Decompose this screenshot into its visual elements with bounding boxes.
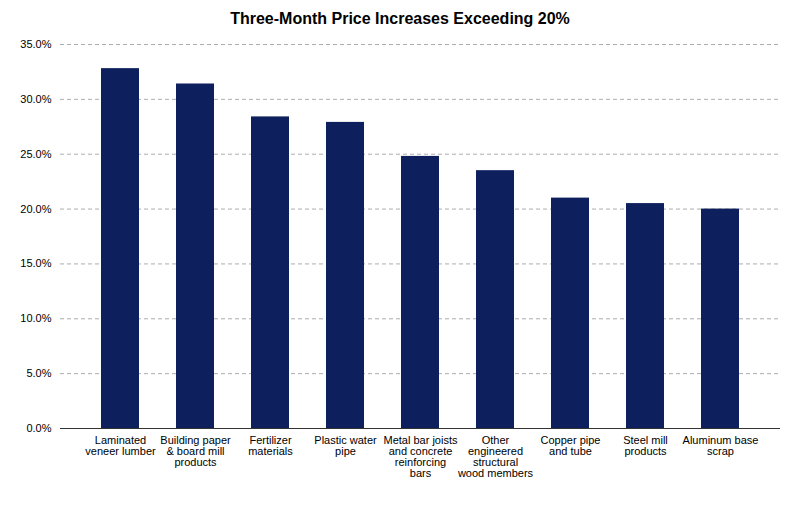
svg-text:30.0%: 30.0% (20, 93, 51, 105)
svg-text:Laminatedveneer lumber: Laminatedveneer lumber (85, 434, 156, 457)
svg-text:Plastic waterpipe: Plastic waterpipe (314, 434, 377, 457)
svg-text:0.0%: 0.0% (26, 422, 51, 434)
svg-text:Building paper& board millprod: Building paper& board millproducts (160, 434, 231, 468)
svg-text:25.0%: 25.0% (20, 148, 51, 160)
svg-text:20.0%: 20.0% (20, 203, 51, 215)
svg-text:Otherengineeredstructuralwood: Otherengineeredstructuralwood members (457, 434, 534, 479)
svg-text:10.0%: 10.0% (20, 312, 51, 324)
svg-text:15.0%: 15.0% (20, 257, 51, 269)
svg-text:35.0%: 35.0% (20, 38, 51, 50)
svg-text:Aluminum basescrap: Aluminum basescrap (683, 434, 759, 457)
svg-text:Copper pipeand tube: Copper pipeand tube (541, 434, 601, 457)
html-text:Three-Month Price Increases Ex: Three-Month Price Increases Exceeding 20… (230, 10, 570, 27)
svg-text:5.0%: 5.0% (26, 367, 51, 379)
svg-text:Metal bar joistsand concretere: Metal bar joistsand concretereinforcingb… (384, 434, 458, 479)
svg-text:Fertilizermaterials: Fertilizermaterials (248, 434, 293, 457)
svg-text:Steel millproducts: Steel millproducts (623, 434, 668, 457)
